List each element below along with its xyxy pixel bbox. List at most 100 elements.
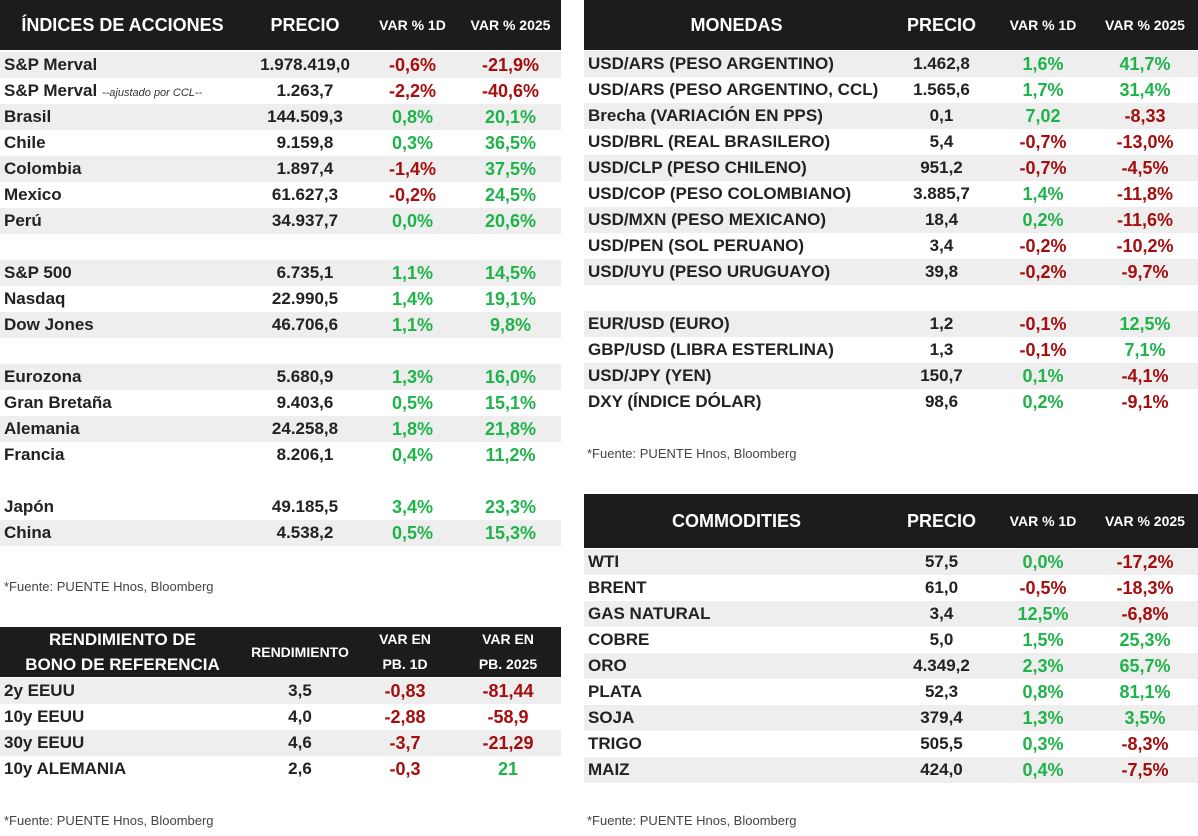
row-value: 379,4 [920, 708, 963, 727]
row-value: 9.403,6 [276, 393, 334, 412]
row-change-1d: -0,2% [1019, 235, 1067, 256]
row-change-1d: 7,02 [1025, 105, 1061, 126]
row-value: 49.185,5 [271, 497, 339, 516]
row-change-ytd: 21,8% [484, 418, 537, 439]
table-row: COBRE 5,0 1,5% 25,3% [584, 627, 1198, 653]
row-change-1d: -0,5% [1019, 577, 1067, 598]
indices-table: ÍNDICES DE ACCIONES PRECIO VAR % 1D VAR … [0, 0, 561, 546]
table-row: S&P Merval --ajustado por CCL-- 1.263,7 -2… [0, 78, 561, 104]
row-name: Colombia [4, 159, 82, 178]
row-change-1d: 0,5% [391, 522, 434, 543]
row-value: 18,4 [924, 210, 959, 229]
row-change-1d: 12,5% [1017, 603, 1069, 624]
row-value: 5.680,9 [276, 367, 334, 386]
row-change-1d: 1,3% [391, 366, 434, 387]
row-change-ytd: -17,2% [1116, 551, 1174, 572]
indices-title: ÍNDICES DE ACCIONES [21, 14, 224, 35]
row-name: China [4, 523, 52, 542]
row-value: 9.159,8 [276, 133, 334, 152]
row-value: 61,0 [924, 578, 959, 597]
row-name: WTI [588, 552, 620, 571]
row-change-ytd: -11,8% [1116, 183, 1174, 204]
row-change-ytd: -8,33 [1124, 105, 1166, 126]
row-name: Mexico [4, 185, 62, 204]
table-row: Gran Bretaña 9.403,6 0,5% 15,1% [0, 390, 561, 416]
row-change-ytd: 81,1% [1119, 681, 1171, 702]
row-change-ytd: -10,2% [1116, 235, 1174, 256]
row-name: Eurozona [4, 367, 82, 386]
row-change-ytd: -8,3% [1121, 733, 1169, 754]
row-change-ytd: -21,29 [482, 732, 534, 753]
row-name: ORO [588, 656, 627, 675]
row-change-ytd: 20,6% [484, 210, 537, 231]
row-change-1d: 0,0% [1022, 551, 1064, 572]
currencies-header: MONEDAS PRECIO VAR % 1D VAR % 2025 [584, 0, 1198, 50]
row-name: Nasdaq [4, 289, 66, 308]
table-row: USD/ARS (PESO ARGENTINO) 1.462,8 1,6% 41,7% [584, 51, 1198, 77]
row-name-text: S&P Merval [4, 81, 98, 100]
row-value: 8.206,1 [276, 445, 334, 464]
commodities-d1-header: VAR % 1D [1009, 513, 1077, 529]
row-change-1d: 0,2% [1022, 391, 1064, 412]
row-change-1d: -0,1% [1019, 313, 1067, 334]
table-row: ORO 4.349,2 2,3% 65,7% [584, 653, 1198, 679]
row-change-1d: 3,4% [391, 496, 434, 517]
row-value: 22.990,5 [271, 289, 339, 308]
table-row: GBP/USD (LIBRA ESTERLINA) 1,3 -0,1% 7,1% [584, 337, 1198, 363]
row-change-ytd: 7,1% [1124, 339, 1166, 360]
row-name: Chile [4, 133, 46, 152]
table-row: Colombia 1.897,4 -1,4% 37,5% [0, 156, 561, 182]
row-change-ytd: -7,5% [1121, 759, 1169, 780]
row-value: 52,3 [924, 682, 959, 701]
row-value: 2,6 [288, 759, 312, 778]
row-value: 144.509,3 [267, 107, 343, 126]
row-change-ytd: -6,8% [1121, 603, 1169, 624]
row-change-ytd: -58,9 [487, 706, 529, 727]
row-change-1d: 1,8% [391, 418, 434, 439]
row-value: 6.735,1 [276, 263, 334, 282]
commodities-price-header: PRECIO [906, 510, 976, 531]
row-name: Brasil [4, 107, 52, 126]
row-change-1d: 0,0% [391, 210, 434, 231]
indices-rows: S&P Merval 1.978.419,0 -0,6% -21,9% S&P Merv… [0, 52, 561, 546]
bonds-title: RENDIMIENTO DE BONO DE REFERENCIA [25, 630, 220, 674]
currencies-source: *Fuente: PUENTE Hnos, Bloomberg [587, 446, 797, 461]
row-change-ytd: 16,0% [484, 366, 537, 387]
table-row: USD/JPY (YEN) 150,7 0,1% -4,1% [584, 363, 1198, 389]
bonds-d1-header: VAR EN PB. 1D [379, 631, 431, 672]
commodities-source: *Fuente: PUENTE Hnos, Bloomberg [587, 813, 797, 828]
table-row: Japón 49.185,5 3,4% 23,3% [0, 494, 561, 520]
table-row: USD/COP (PESO COLOMBIANO) 3.885,7 1,4% -11,… [584, 181, 1198, 207]
table-row: TRIGO 505,5 0,3% -8,3% [584, 731, 1198, 757]
row-change-ytd: -81,44 [482, 680, 534, 701]
commodities-title: COMMODITIES [672, 510, 801, 531]
table-row: Alemania 24.258,8 1,8% 21,8% [0, 416, 561, 442]
row-value: 98,6 [924, 392, 959, 411]
table-row: USD/BRL (REAL BRASILERO) 5,4 -0,7% -13,0% [584, 129, 1198, 155]
commodities-table: COMMODITIES PRECIO VAR % 1D VAR % 2025 W… [584, 494, 1198, 783]
indices-ytd-header: VAR % 2025 [470, 17, 551, 33]
table-row: SOJA 379,4 1,3% 3,5% [584, 705, 1198, 731]
row-change-1d: 1,4% [391, 288, 434, 309]
row-name: EUR/USD (EURO) [588, 314, 730, 333]
row-change-ytd: -40,6% [481, 80, 540, 101]
table-row: China 4.538,2 0,5% 15,3% [0, 520, 561, 546]
row-change-ytd: 21 [497, 758, 519, 779]
bonds-ytd-header: VAR EN PB. 2025 [478, 631, 538, 672]
row-value: 1.565,6 [913, 80, 970, 99]
row-value: 505,5 [920, 734, 963, 753]
table-row: GAS NATURAL 3,4 12,5% -6,8% [584, 601, 1198, 627]
bonds-rows: 2y EEUU 3,5 -0,83 -81,44 10y EEUU 4,0 -2,88 -58… [0, 678, 561, 782]
row-value: 1,2 [929, 314, 954, 333]
row-name: USD/CLP (PESO CHILENO) [588, 158, 807, 177]
indices-header: ÍNDICES DE ACCIONES PRECIO VAR % 1D VAR … [0, 0, 561, 50]
row-value: 24.258,8 [271, 419, 339, 438]
row-value: 34.937,7 [271, 211, 339, 230]
row-change-ytd: 12,5% [1119, 313, 1171, 334]
row-value: 1.263,7 [276, 81, 334, 100]
row-change-ytd: 20,1% [484, 106, 537, 127]
row-change-ytd: 15,3% [484, 522, 537, 543]
commodities-header: COMMODITIES PRECIO VAR % 1D VAR % 2025 [584, 494, 1198, 548]
row-change-1d: 1,4% [1022, 183, 1064, 204]
row-name: S&P Merval [4, 55, 98, 74]
